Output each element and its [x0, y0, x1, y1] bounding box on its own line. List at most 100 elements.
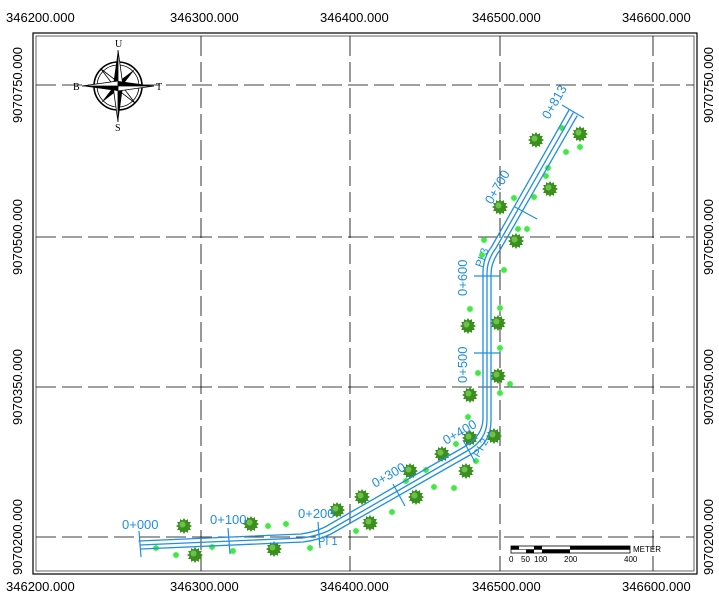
station-label-0100: 0+100	[210, 512, 247, 527]
tree-icon-highlight	[411, 492, 418, 499]
scale-label-400: 400	[624, 555, 638, 564]
station-label-0600: 0+600	[455, 259, 470, 296]
tree-icon-highlight	[332, 505, 339, 512]
compass-label-east: T	[156, 82, 162, 93]
compass-label-west: B	[73, 82, 80, 93]
scale-label-100: 100	[534, 555, 548, 564]
scale-seg-1	[511, 546, 519, 550]
shrub-icon	[474, 369, 482, 377]
tree-icon-highlight	[575, 129, 582, 136]
tick-0100	[227, 527, 231, 555]
tree-icon-highlight	[493, 318, 500, 325]
shrub-icon	[576, 143, 584, 151]
tree-icon-highlight	[493, 371, 500, 378]
compass-west-half	[81, 80, 119, 87]
shrub-icon	[510, 194, 518, 202]
tree-icon-highlight	[269, 544, 276, 551]
compass-label-north: U	[115, 39, 123, 50]
coord-bottom-1: 346200.000	[6, 579, 75, 594]
tree-icon-highlight	[495, 202, 502, 209]
tree-icon-highlight	[437, 449, 444, 456]
shrub-icon	[562, 148, 570, 156]
station-label-0300: 0+300	[369, 459, 408, 490]
scale-seg-2	[526, 549, 534, 553]
shrub-icon	[172, 551, 180, 559]
coord-left-1: 9070750.000	[10, 47, 25, 123]
map-frame-inner	[35, 35, 695, 572]
tick-0700	[514, 206, 538, 220]
coord-bottom-5: 346600.000	[622, 579, 691, 594]
shrub-icon	[306, 544, 314, 552]
coord-bottom-3: 346400.000	[320, 579, 389, 594]
shrub-icon	[478, 251, 486, 259]
coord-right-3: 9070350.000	[701, 349, 716, 425]
coord-left-4: 9070200.000	[10, 499, 25, 575]
coord-left-2: 9070500.000	[10, 199, 25, 275]
road-edge-right	[140, 115, 578, 550]
coord-top-1: 346200.000	[6, 10, 75, 25]
scale-unit-label: METER	[633, 545, 661, 554]
map-frame	[32, 32, 698, 575]
tree-icon-highlight	[365, 518, 372, 525]
station-label-0000: 0+000	[122, 517, 159, 532]
shrub-icon	[496, 389, 504, 397]
tree-icon-highlight	[545, 184, 552, 191]
pi-label-3: PI 3	[474, 247, 492, 270]
shrub-icon	[352, 527, 360, 535]
compass-rose-icon: U S B T	[73, 39, 162, 134]
coord-left-3: 9070350.000	[10, 349, 25, 425]
tree-icon-highlight	[405, 466, 412, 473]
tree-icon-highlight	[465, 390, 472, 397]
shrub-icon	[430, 483, 438, 491]
tick-0813	[561, 104, 585, 119]
coord-top-2: 346300.000	[170, 10, 239, 25]
tree-icon-highlight	[489, 431, 496, 438]
scale-seg-3	[534, 546, 542, 550]
tree-icon-highlight	[511, 236, 518, 243]
scale-bar: 0 50 100 200 400 METER	[509, 545, 661, 564]
shrub-icon	[480, 236, 488, 244]
coord-top-5: 346600.000	[622, 10, 691, 25]
coord-right-1: 9070750.000	[701, 47, 716, 123]
tree-icon-highlight	[357, 492, 364, 499]
compass-north-half	[117, 49, 124, 87]
compass-label-south: S	[115, 123, 121, 134]
tree-icon-highlight	[190, 550, 197, 557]
coord-bottom-2: 346300.000	[170, 579, 239, 594]
coord-top-4: 346500.000	[472, 10, 541, 25]
shrub-icon	[466, 305, 474, 313]
shrub-icon	[264, 522, 272, 530]
road-centerline	[139, 112, 574, 546]
shrub-icon	[388, 508, 396, 516]
tree-icon-highlight	[465, 433, 472, 440]
shrub-icon	[282, 520, 290, 528]
station-label-0200: 0+200	[298, 506, 335, 521]
tree-icon-highlight	[179, 521, 186, 528]
scale-label-50: 50	[521, 555, 530, 564]
shrub-icon	[523, 225, 531, 233]
shrub-icon	[450, 484, 458, 492]
tick-0000	[138, 530, 142, 558]
scale-seg-5	[570, 546, 630, 550]
shrub-icon	[496, 304, 504, 312]
coord-bottom-4: 346500.000	[472, 579, 541, 594]
shrub-icon	[500, 266, 508, 274]
compass-south-half	[112, 85, 119, 123]
scale-label-0: 0	[509, 555, 514, 564]
tree-icon-highlight	[531, 135, 538, 142]
shrub-icon	[452, 440, 460, 448]
tree-icon-highlight	[461, 466, 468, 473]
compass-east-half	[117, 85, 155, 92]
road-alignment	[138, 109, 578, 550]
tick-0400	[462, 439, 476, 463]
scale-label-200: 200	[564, 555, 578, 564]
pi-label-1: PI 1	[318, 536, 338, 548]
coord-right-4: 9070200.000	[701, 499, 716, 575]
coord-top-3: 346400.000	[320, 10, 389, 25]
tree-icon-highlight	[463, 321, 470, 328]
coord-right-2: 9070500.000	[701, 199, 716, 275]
station-label-0700: 0+700	[482, 167, 513, 206]
shrub-icon	[496, 344, 504, 352]
scale-seg-4	[542, 549, 570, 553]
